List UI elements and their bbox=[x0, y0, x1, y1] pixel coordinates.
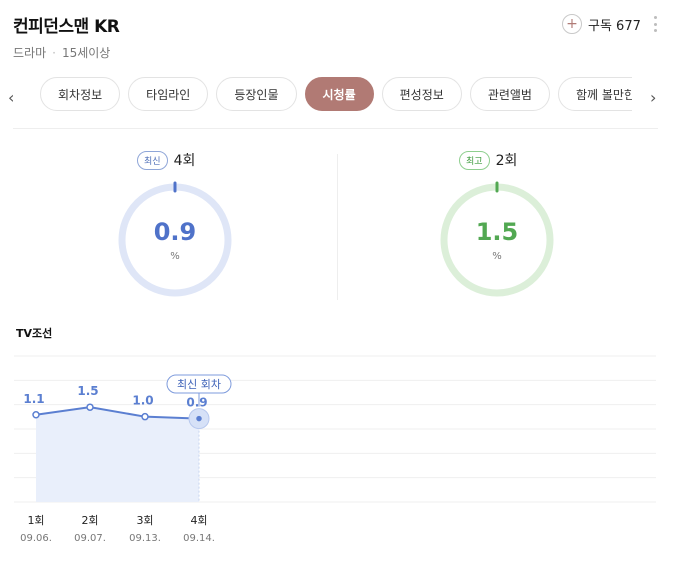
genre-label: 드라마 bbox=[13, 46, 47, 60]
data-label: 1.1 bbox=[23, 392, 44, 406]
latest-episode-annotation: 최신 회차 bbox=[177, 378, 221, 391]
age-rating-label: 15세이상 bbox=[61, 46, 111, 60]
subscribe-label: 구독 677 bbox=[588, 18, 641, 34]
tab-4[interactable]: 시청률 bbox=[304, 77, 374, 111]
x-tick-label: 3회 bbox=[136, 514, 153, 527]
data-label: 0.9 bbox=[186, 396, 207, 410]
latest-rating-gauge bbox=[118, 181, 232, 297]
subscribe-button[interactable]: + 구독 677 bbox=[562, 14, 641, 34]
network-label: TV조선 bbox=[16, 327, 53, 340]
data-point bbox=[196, 415, 202, 422]
tab-6[interactable]: 관련앨범 bbox=[469, 77, 550, 111]
program-meta: 드라마 · 15세이상 bbox=[13, 44, 110, 61]
tab-1[interactable]: 회차정보 bbox=[40, 77, 121, 111]
x-date-label: 09.06. bbox=[20, 533, 52, 544]
x-date-label: 09.07. bbox=[74, 533, 106, 544]
ratings-line-chart: 1.1 1회 09.06. 1.5 2회 09.07. 1.0 3회 09.13. 0.9 4회 09… bbox=[14, 355, 656, 544]
latest-rating-unit: % bbox=[170, 251, 180, 262]
best-episode: 2회 bbox=[495, 153, 518, 169]
data-point bbox=[86, 403, 94, 411]
data-label: 1.0 bbox=[132, 394, 153, 408]
latest-badge: 최신 bbox=[137, 150, 168, 170]
divider bbox=[13, 128, 658, 129]
tab-3[interactable]: 등장인물 bbox=[216, 77, 297, 111]
tab-7[interactable]: 함께 볼만한 bbox=[557, 77, 632, 111]
best-badge: 최고 bbox=[459, 150, 490, 170]
x-tick-label: 1회 bbox=[27, 514, 44, 527]
best-rating-header: 최고 2회 bbox=[459, 150, 517, 170]
series-line bbox=[35, 406, 200, 420]
x-tick-label: 4회 bbox=[190, 514, 207, 527]
more-options-icon[interactable] bbox=[654, 16, 658, 32]
latest-rating-panel: 최신 4회 0.9 % bbox=[75, 146, 275, 306]
best-rating-gauge bbox=[440, 181, 554, 297]
best-rating-unit: % bbox=[492, 251, 502, 262]
panel-divider bbox=[337, 154, 338, 300]
separator-dot: · bbox=[52, 46, 56, 60]
x-date-label: 09.13. bbox=[129, 533, 161, 544]
data-label: 1.5 bbox=[77, 384, 98, 398]
tab-bar: ‹ 회차정보 타임라인 등장인물 시청률 편성정보 관련앨범 함께 볼만한 › bbox=[0, 76, 676, 116]
tab-list: 회차정보 타임라인 등장인물 시청률 편성정보 관련앨범 함께 볼만한 bbox=[40, 77, 632, 113]
x-date-label: 09.14. bbox=[183, 533, 215, 544]
chevron-right-icon[interactable]: › bbox=[650, 88, 657, 107]
best-rating-value: 1.5 bbox=[475, 218, 519, 246]
annotation-pill bbox=[166, 374, 232, 394]
chevron-left-icon[interactable]: ‹ bbox=[8, 88, 15, 107]
best-rating-panel: 최고 2회 1.5 % bbox=[397, 146, 597, 306]
plus-icon: + bbox=[562, 14, 582, 34]
tab-5[interactable]: 편성정보 bbox=[381, 77, 462, 111]
x-tick-label: 2회 bbox=[81, 514, 98, 527]
data-point bbox=[141, 412, 149, 421]
latest-episode: 4회 bbox=[173, 153, 196, 169]
data-point bbox=[32, 411, 40, 419]
tab-2[interactable]: 타임라인 bbox=[128, 77, 209, 111]
latest-rating-header: 최신 4회 bbox=[137, 150, 195, 170]
program-title[interactable]: 컨피던스맨 KR bbox=[13, 17, 120, 37]
series-area bbox=[36, 407, 199, 502]
latest-rating-value: 0.9 bbox=[153, 218, 197, 246]
